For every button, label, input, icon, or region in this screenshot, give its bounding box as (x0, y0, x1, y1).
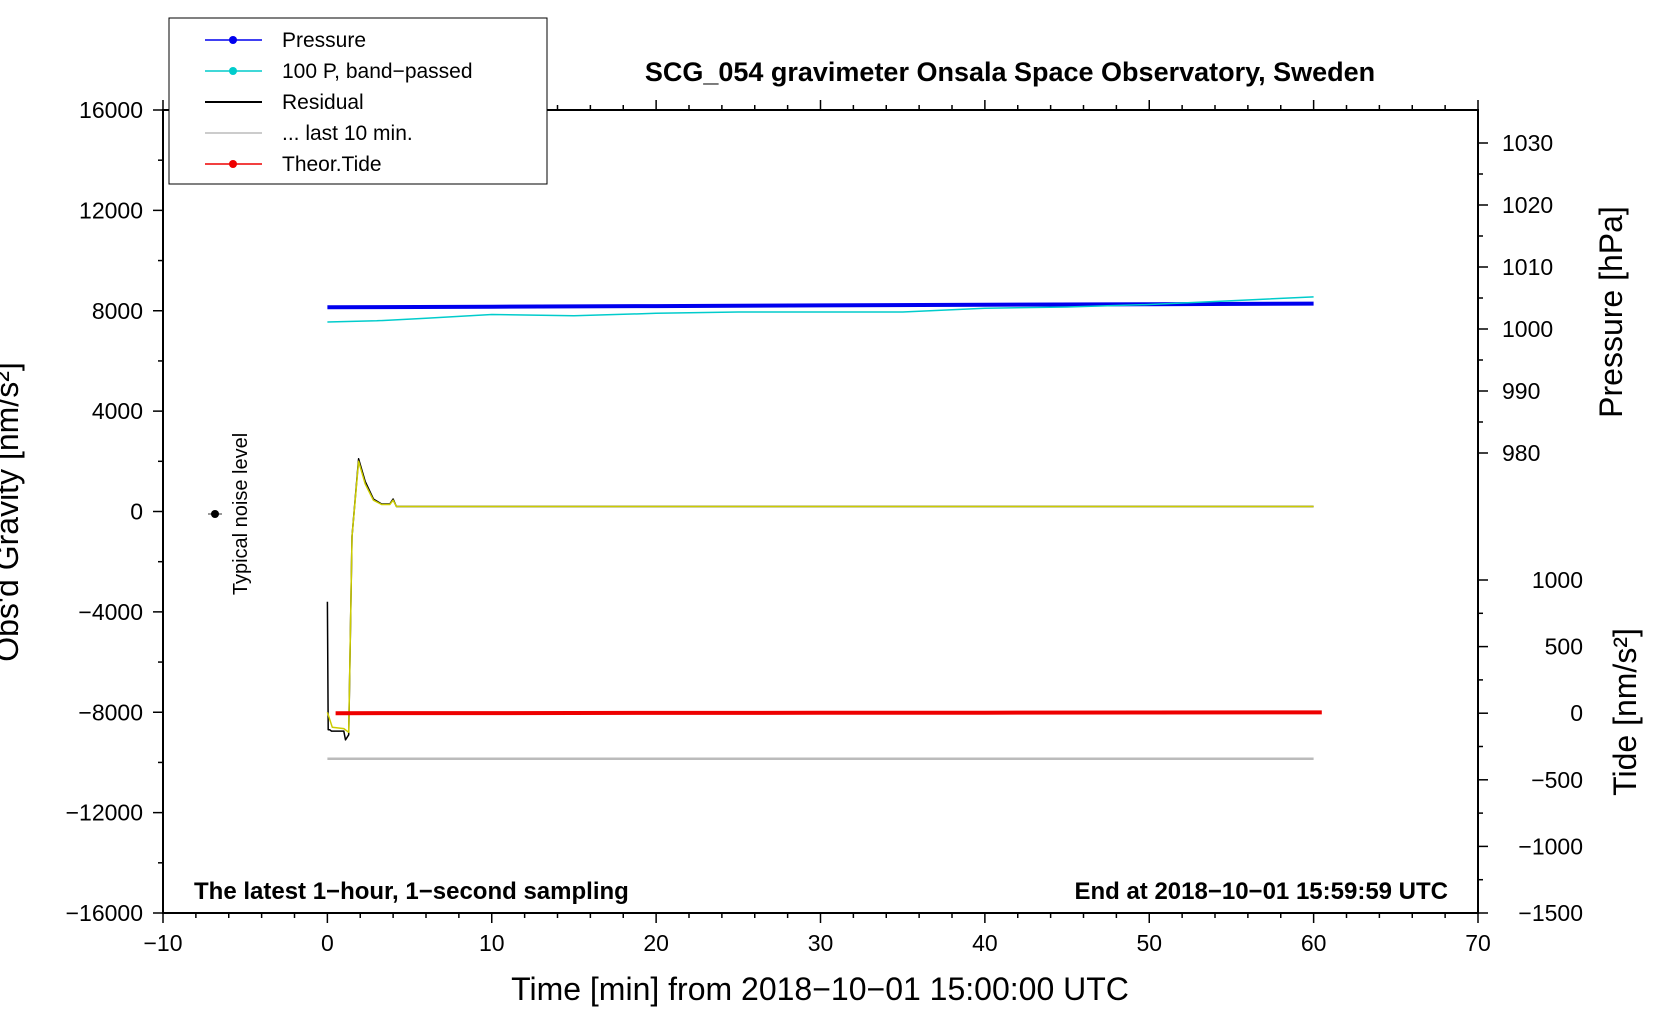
pressure-tick-label: 1010 (1502, 254, 1553, 280)
x-tick-label: 60 (1301, 930, 1327, 956)
x-tick-label: 30 (808, 930, 834, 956)
pressure-tick-label: 1020 (1502, 192, 1553, 218)
legend: Pressure 100 P, band−passed Residual ... la… (168, 17, 548, 185)
legend-label: Theor.Tide (282, 153, 382, 176)
plot-frame (162, 109, 1479, 914)
y-tick-label: −8000 (78, 699, 143, 725)
y-tick-label: −4000 (78, 599, 143, 625)
noise-level-label: Typical noise level (230, 433, 252, 595)
noise-level-dot (211, 510, 219, 518)
legend-marker (229, 36, 237, 44)
x-tick-label: 50 (1136, 930, 1162, 956)
y-tick-label: −12000 (66, 800, 143, 826)
y-tick-label: 8000 (92, 298, 143, 324)
x-tick-label: 10 (479, 930, 505, 956)
legend-label: Residual (282, 91, 364, 114)
tide-tick-label: 0 (1570, 700, 1583, 726)
tide-axis-title: Tide [nm/s²] (1607, 628, 1643, 796)
legend-label: 100 P, band−passed (282, 60, 473, 83)
tide-tick-label: −1500 (1518, 900, 1583, 926)
series-line-residual-yellow-overlay (326, 460, 1314, 734)
legend-label: Pressure (282, 29, 366, 52)
tide-tick-label: −1000 (1518, 833, 1583, 859)
tide-tick-label: −500 (1531, 767, 1583, 793)
y-tick-label: 4000 (92, 398, 143, 424)
legend-marker (229, 160, 237, 168)
x-tick-label: 40 (972, 930, 998, 956)
y-tick-label: 12000 (79, 197, 143, 223)
legend-marker (229, 67, 237, 75)
pressure-tick-label: 1030 (1502, 130, 1553, 156)
tick-labels: −10 0 10 20 30 40 50 60 701600012000800040000−40… (66, 97, 1583, 956)
tide-tick-label: 500 (1545, 634, 1583, 660)
legend-label: ... last 10 min. (282, 122, 413, 145)
x-tick-label: 20 (643, 930, 669, 956)
pressure-tick-label: 980 (1502, 440, 1540, 466)
x-tick-label: 0 (321, 930, 334, 956)
series-line-theor-tide (335, 710, 1322, 716)
y-tick-label: −16000 (66, 900, 143, 926)
y-axis-title-left: Obs'd Gravity [nm/s²] (0, 362, 25, 662)
sampling-note: The latest 1−hour, 1−second sampling (194, 878, 629, 905)
tide-tick-label: 1000 (1532, 567, 1583, 593)
x-tick-label: −10 (143, 930, 182, 956)
series-layer (326, 296, 1322, 760)
chart-title: SCG_054 gravimeter Onsala Space Observat… (645, 57, 1375, 87)
x-axis-title: Time [min] from 2018−10−01 15:00:00 UTC (511, 971, 1129, 1007)
y-tick-label: 0 (130, 499, 143, 525)
series-line-100-p-band-passed (327, 296, 1314, 323)
pressure-axis-title: Pressure [hPa] (1593, 206, 1629, 418)
end-time-note: End at 2018−10−01 15:59:59 UTC (1074, 878, 1448, 905)
pressure-tick-label: 990 (1502, 378, 1540, 404)
pressure-tick-label: 1000 (1502, 316, 1553, 342)
x-tick-label: 70 (1465, 930, 1491, 956)
y-tick-label: 16000 (79, 97, 143, 123)
